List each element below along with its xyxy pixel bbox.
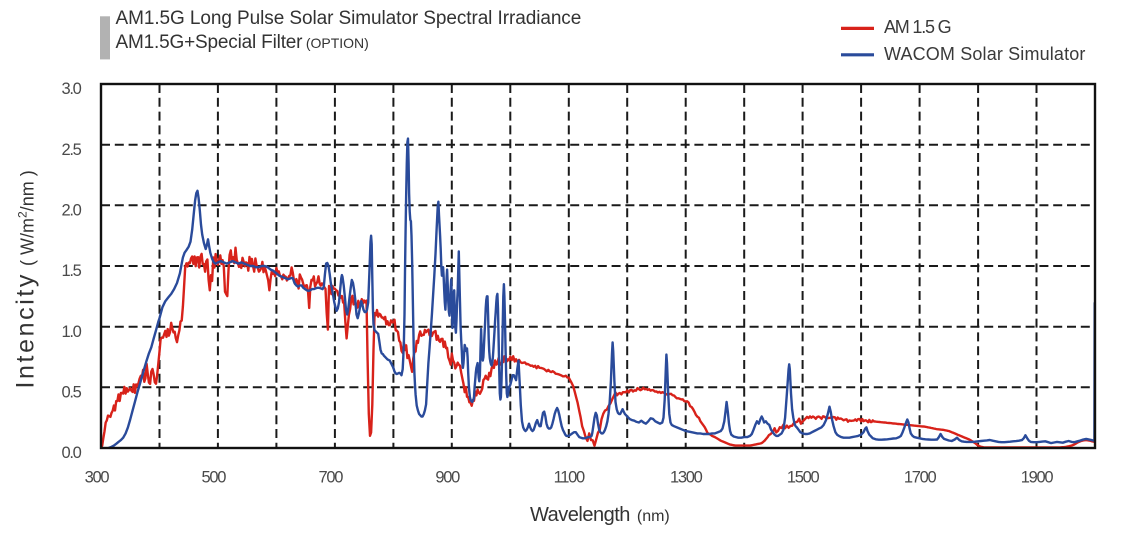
svg-text:1700: 1700 — [904, 469, 937, 487]
svg-text:AM1.5G+Special Filter(OPTION): AM1.5G+Special Filter (OPTION) — [116, 32, 369, 53]
svg-text:1100: 1100 — [554, 469, 585, 487]
svg-text:1.0: 1.0 — [61, 323, 81, 341]
svg-text:0.0: 0.0 — [61, 444, 81, 462]
svg-text:700: 700 — [318, 469, 343, 487]
svg-text:300: 300 — [85, 469, 110, 487]
svg-text:AM1.5G Long Pulse Solar Simula: AM1.5G Long Pulse Solar Simulator Spectr… — [116, 8, 582, 29]
svg-text:1500: 1500 — [787, 469, 820, 487]
svg-text:3.0: 3.0 — [61, 80, 81, 98]
svg-text:WACOM Solar Simulator: WACOM Solar Simulator — [884, 44, 1086, 64]
svg-text:1900: 1900 — [1021, 469, 1054, 487]
svg-text:2.0: 2.0 — [61, 202, 81, 220]
svg-text:1.5: 1.5 — [61, 262, 81, 280]
svg-text:AM 1.5 G: AM 1.5 G — [884, 17, 951, 37]
svg-text:Intencity( W/m2/nm ): Intencity( W/m2/nm ) — [12, 170, 40, 388]
svg-text:2.5: 2.5 — [61, 141, 81, 159]
svg-text:0.5: 0.5 — [61, 384, 81, 402]
svg-text:900: 900 — [435, 469, 460, 487]
svg-text:Wavelength(nm): Wavelength (nm) — [530, 504, 670, 526]
svg-text:1300: 1300 — [670, 469, 703, 487]
svg-text:500: 500 — [201, 469, 226, 487]
